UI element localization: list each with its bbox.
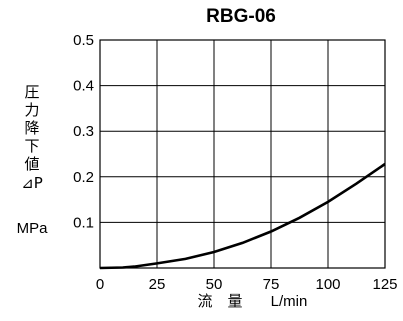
plot-frame [99, 39, 386, 269]
chart-title: RBG-06 [206, 6, 276, 27]
grid [99, 39, 386, 269]
y-tick-labels: 0.1 0.2 0.3 0.4 0.5 [73, 32, 94, 231]
y-tick-label: 0.3 [73, 123, 94, 140]
x-tick-label: 25 [149, 276, 166, 293]
x-tick-label: 100 [315, 276, 340, 293]
x-tick-labels: 0 25 50 75 100 125 [96, 276, 398, 293]
x-tick-label: 125 [372, 276, 397, 293]
y-axis-label-char: 力 [24, 101, 39, 119]
y-axis-label-char: 降 [24, 119, 39, 137]
x-axis-label: 流 量 [197, 292, 242, 310]
x-tick-label: 75 [263, 276, 280, 293]
series-line [99, 162, 386, 270]
x-tick-label: 0 [96, 276, 104, 293]
y-axis-unit: MPa [17, 220, 49, 237]
x-tick-label: 50 [206, 276, 223, 293]
y-axis-symbol: ⊿P [21, 174, 43, 192]
y-axis-label-char: 下 [24, 137, 39, 155]
y-tick-label: 0.4 [73, 78, 94, 95]
y-tick-label: 0.1 [73, 214, 94, 231]
y-tick-label: 0.2 [73, 169, 94, 186]
x-axis-unit: L/min [271, 293, 308, 310]
y-axis-label-char: 値 [24, 155, 39, 173]
y-tick-label: 0.5 [73, 32, 94, 49]
y-axis-label-char: 圧 [24, 83, 39, 101]
